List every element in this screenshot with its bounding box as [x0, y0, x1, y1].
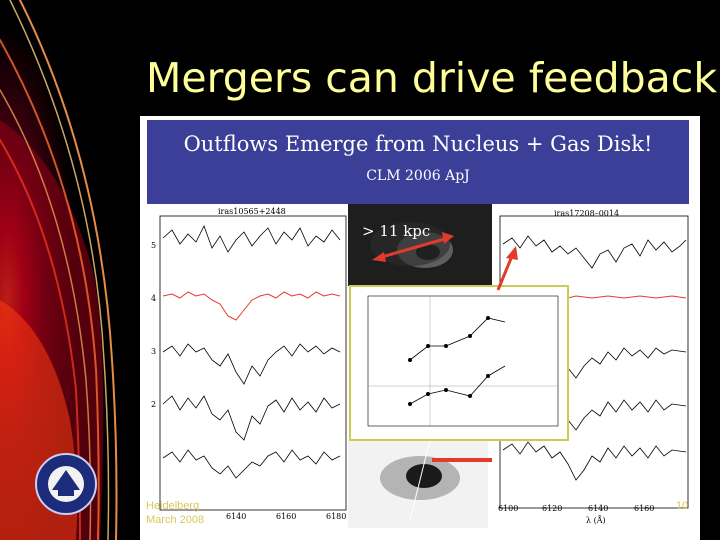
image-annotation: > 11 kpc — [362, 222, 431, 240]
left-spectrum-plot — [159, 215, 347, 511]
right-x-tick: 6160 — [634, 504, 655, 513]
banner-title: Outflows Emerge from Nucleus + Gas Disk! — [183, 132, 653, 156]
left-y-tick: 2 — [151, 400, 157, 409]
inset-velocity-plot — [349, 285, 569, 441]
footer-date: March 2008 — [146, 514, 205, 526]
left-y-tick: 3 — [151, 347, 157, 356]
slide-number: 10 — [676, 500, 689, 512]
spectrum-line-4 — [162, 395, 341, 441]
spectrum-line-3 — [162, 343, 341, 385]
left-x-tick: 6180 — [326, 512, 347, 521]
right-x-tick: 6140 — [588, 504, 609, 513]
galaxy-image-bottom — [348, 431, 488, 528]
left-y-tick: 4 — [151, 294, 157, 303]
spectrum-line-5 — [162, 449, 341, 479]
right-spectrum-line-1 — [502, 235, 687, 269]
spectrum-line-2 — [162, 291, 341, 321]
footer-location: Heidelberg — [146, 500, 200, 512]
banner-subtitle: CLM 2006 ApJ — [366, 168, 470, 184]
left-x-tick: 6160 — [276, 512, 297, 521]
left-x-tick: 6140 — [226, 512, 247, 521]
left-y-tick: 5 — [151, 241, 157, 250]
spectrum-line-1 — [162, 224, 341, 253]
right-spectrum-line-5 — [502, 441, 687, 481]
right-x-tick: 6120 — [542, 504, 563, 513]
right-spectrum-label: iras17208–0014 — [554, 209, 620, 218]
slide-title: Mergers can drive feedback — [146, 54, 718, 102]
right-x-tick: 6100 — [498, 504, 519, 513]
figure-banner: Outflows Emerge from Nucleus + Gas Disk!… — [147, 120, 689, 204]
slide-footer: Heidelberg March 2008 — [146, 499, 204, 527]
annotation-arrows — [372, 232, 518, 462]
left-spectrum-label: iras10565+2448 — [218, 207, 286, 216]
right-x-axis-label: λ (Å) — [586, 516, 606, 525]
